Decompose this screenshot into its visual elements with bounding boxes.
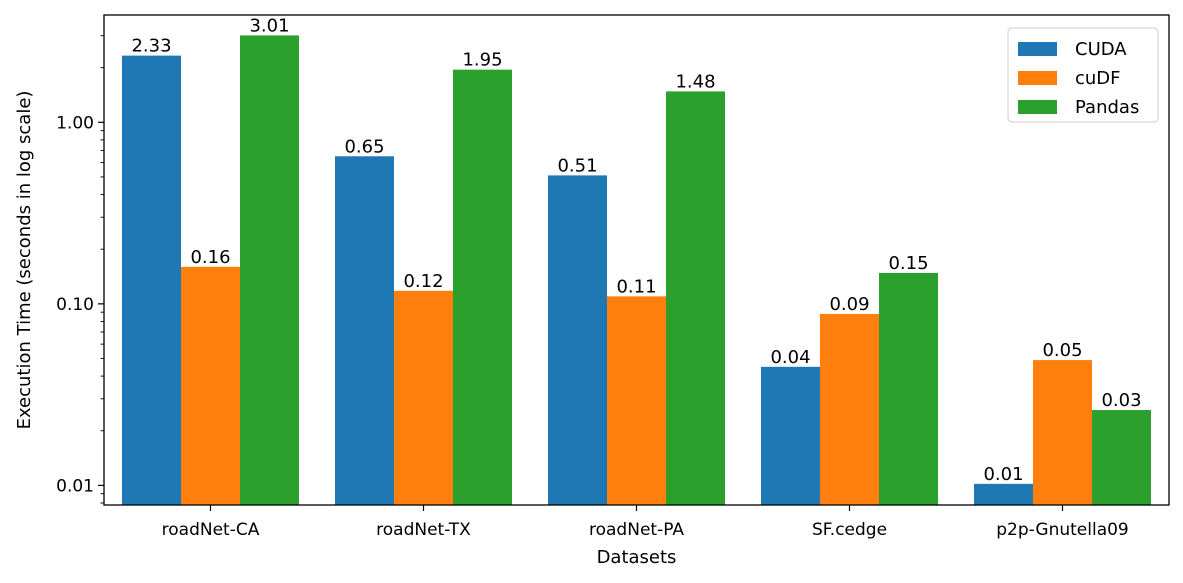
bar-value-label: 0.12 xyxy=(403,271,443,292)
bar-pandas-roadnet-pa xyxy=(666,91,725,505)
bar-value-label: 0.51 xyxy=(557,155,597,176)
y-tick-label: 1.00 xyxy=(56,113,94,133)
x-tick-label: p2p-Gnutella09 xyxy=(996,520,1129,540)
y-axis: 0.01 0.10 1.00 xyxy=(56,35,104,504)
bar-value-label: 2.33 xyxy=(131,36,171,57)
bar-cudf-roadnet-pa xyxy=(607,296,666,505)
bar-pandas-roadnet-ca xyxy=(240,35,299,506)
legend-swatch-pandas xyxy=(1018,100,1057,114)
bar-value-label: 0.15 xyxy=(888,253,928,274)
x-axis-label: Datasets xyxy=(597,547,677,568)
bar-value-label: 0.16 xyxy=(190,247,230,268)
bars-group xyxy=(122,35,1151,506)
bar-value-label: 1.95 xyxy=(462,50,502,71)
legend: CUDA cuDF Pandas xyxy=(1007,27,1159,123)
bar-labels-group: 2.33 0.65 0.51 0.04 0.01 0.16 0.12 0.11 0.09 0.05… xyxy=(131,15,1141,484)
y-tick-label: 0.10 xyxy=(56,295,94,315)
bar-cuda-roadnet-ca xyxy=(122,55,181,506)
bar-pandas-roadnet-tx xyxy=(453,69,512,505)
x-tick-label: roadNet-CA xyxy=(162,520,260,540)
x-tick-label: roadNet-TX xyxy=(376,520,471,540)
bar-cuda-sf-cedge xyxy=(761,366,820,505)
y-tick-label: 0.01 xyxy=(56,476,94,496)
x-tick-label: roadNet-PA xyxy=(589,520,684,540)
x-tick-label: SF.cedge xyxy=(812,520,887,540)
bar-value-label: 0.09 xyxy=(829,294,869,315)
legend-swatch-cudf xyxy=(1018,71,1057,85)
bar-cudf-sf-cedge xyxy=(820,313,879,505)
bar-pandas-sf-cedge xyxy=(879,272,938,505)
bar-value-label: 0.01 xyxy=(983,464,1023,485)
bar-value-label: 0.03 xyxy=(1101,390,1141,411)
bar-cuda-roadnet-pa xyxy=(548,175,607,506)
bar-value-label: 0.11 xyxy=(616,276,656,297)
legend-label-pandas: Pandas xyxy=(1075,97,1139,118)
bar-cudf-roadnet-ca xyxy=(181,266,240,505)
bar-pandas-p2p-gnutella09 xyxy=(1092,410,1151,505)
bar-value-label: 0.04 xyxy=(770,347,810,368)
bar-value-label: 0.05 xyxy=(1042,340,1082,361)
bar-cudf-roadnet-tx xyxy=(394,290,453,505)
legend-label-cudf: cuDF xyxy=(1075,68,1121,89)
bar-cuda-roadnet-tx xyxy=(335,156,394,506)
y-axis-label: Execution Time (seconds in log scale) xyxy=(14,91,35,430)
bar-value-label: 1.48 xyxy=(675,71,715,92)
bar-value-label: 3.01 xyxy=(249,15,289,36)
bar-cuda-p2p-gnutella09 xyxy=(974,483,1033,505)
legend-label-cuda: CUDA xyxy=(1075,39,1127,60)
legend-swatch-cuda xyxy=(1018,42,1057,56)
bar-value-label: 0.65 xyxy=(344,136,384,157)
x-axis: roadNet-CA roadNet-TX roadNet-PA SF.cedge p2… xyxy=(162,505,1129,540)
bar-cudf-p2p-gnutella09 xyxy=(1033,360,1092,505)
